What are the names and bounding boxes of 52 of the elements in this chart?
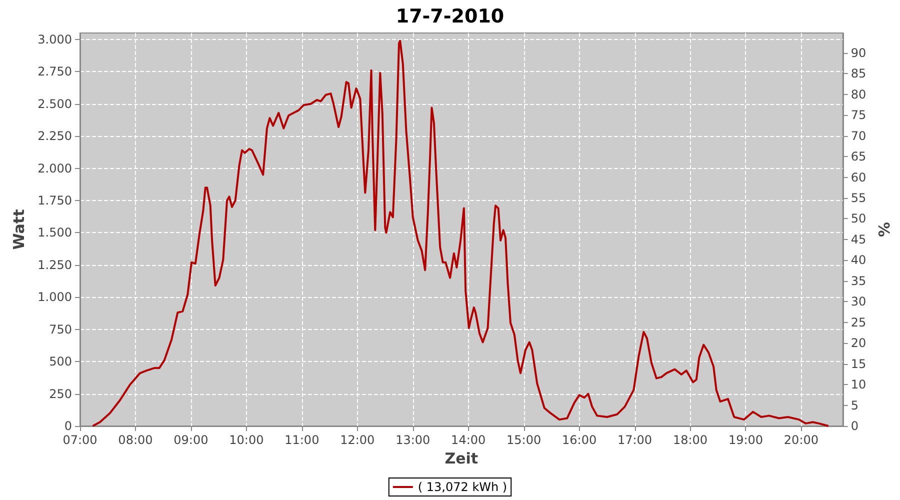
y2-tick-label: 45 xyxy=(850,232,866,246)
y-tick-label: 250 xyxy=(49,386,72,401)
y2-tick-label: 25 xyxy=(850,315,866,330)
y2-tick-label: 85 xyxy=(850,66,866,81)
x-tick-label: 09:00 xyxy=(174,433,208,447)
x-tick-label: 10:00 xyxy=(229,433,264,447)
y-tick-label: 1.500 xyxy=(38,226,72,240)
y2-tick-label: 55 xyxy=(850,190,866,205)
line-series xyxy=(92,40,830,427)
y-tick-label: 1.250 xyxy=(38,258,72,272)
y-axis-title: Watt xyxy=(10,209,28,250)
y2-tick-label: 30 xyxy=(850,294,866,309)
y2-tick-label: 0 xyxy=(850,419,858,433)
x-tick-label: 19:00 xyxy=(728,433,764,447)
y2-tick-label: 90 xyxy=(850,46,866,60)
x-tick-label: 17:00 xyxy=(617,433,652,447)
y2-tick-label: 20 xyxy=(850,336,866,350)
x-tick-label: 16:00 xyxy=(562,433,597,447)
y2-tick-label: 75 xyxy=(850,108,866,122)
y-tick-label: 2.000 xyxy=(38,161,72,176)
y-tick-label: 2.750 xyxy=(38,64,72,79)
y-tick-label: 750 xyxy=(49,322,72,336)
x-tick-label: 11:00 xyxy=(284,433,320,447)
x-axis-title: Zeit xyxy=(444,449,478,468)
y-tick-label: 3.000 xyxy=(38,32,72,46)
y2-tick-label: 65 xyxy=(850,150,866,164)
y2-tick-label: 15 xyxy=(850,356,866,371)
x-tick-label: 08:00 xyxy=(118,433,153,447)
y-tick-label: 0 xyxy=(64,419,72,433)
y-tick-label: 1.750 xyxy=(38,194,72,208)
chart-title: 17-7-2010 xyxy=(396,6,504,28)
y-tick-label: 1.000 xyxy=(38,290,72,304)
x-tick-label: 18:00 xyxy=(672,433,708,447)
x-tick-label: 15:00 xyxy=(506,433,542,447)
x-tick-label: 14:00 xyxy=(451,433,486,447)
y-tick-label: 2.500 xyxy=(38,96,72,111)
y-tick-label: 2.250 xyxy=(38,129,72,144)
y-tick-label: 500 xyxy=(49,354,72,369)
y2-tick-label: 80 xyxy=(850,87,866,102)
x-tick-label: 13:00 xyxy=(396,433,430,447)
y2-tick-label: 10 xyxy=(850,378,866,392)
y2-axis-title: % xyxy=(876,222,894,238)
y2-tick-label: 70 xyxy=(850,128,866,143)
y2-tick-label: 5 xyxy=(850,398,858,412)
y2-tick-label: 40 xyxy=(850,253,866,268)
legend-label: ( 13,072 kWh ) xyxy=(418,480,508,494)
x-tick-label: 20:00 xyxy=(784,433,819,447)
x-tick-label: 12:00 xyxy=(340,433,375,447)
y2-tick-label: 50 xyxy=(850,212,866,226)
y2-tick-label: 60 xyxy=(850,170,866,184)
x-tick-label: 07:00 xyxy=(62,433,98,447)
y2-tick-label: 35 xyxy=(850,274,866,288)
